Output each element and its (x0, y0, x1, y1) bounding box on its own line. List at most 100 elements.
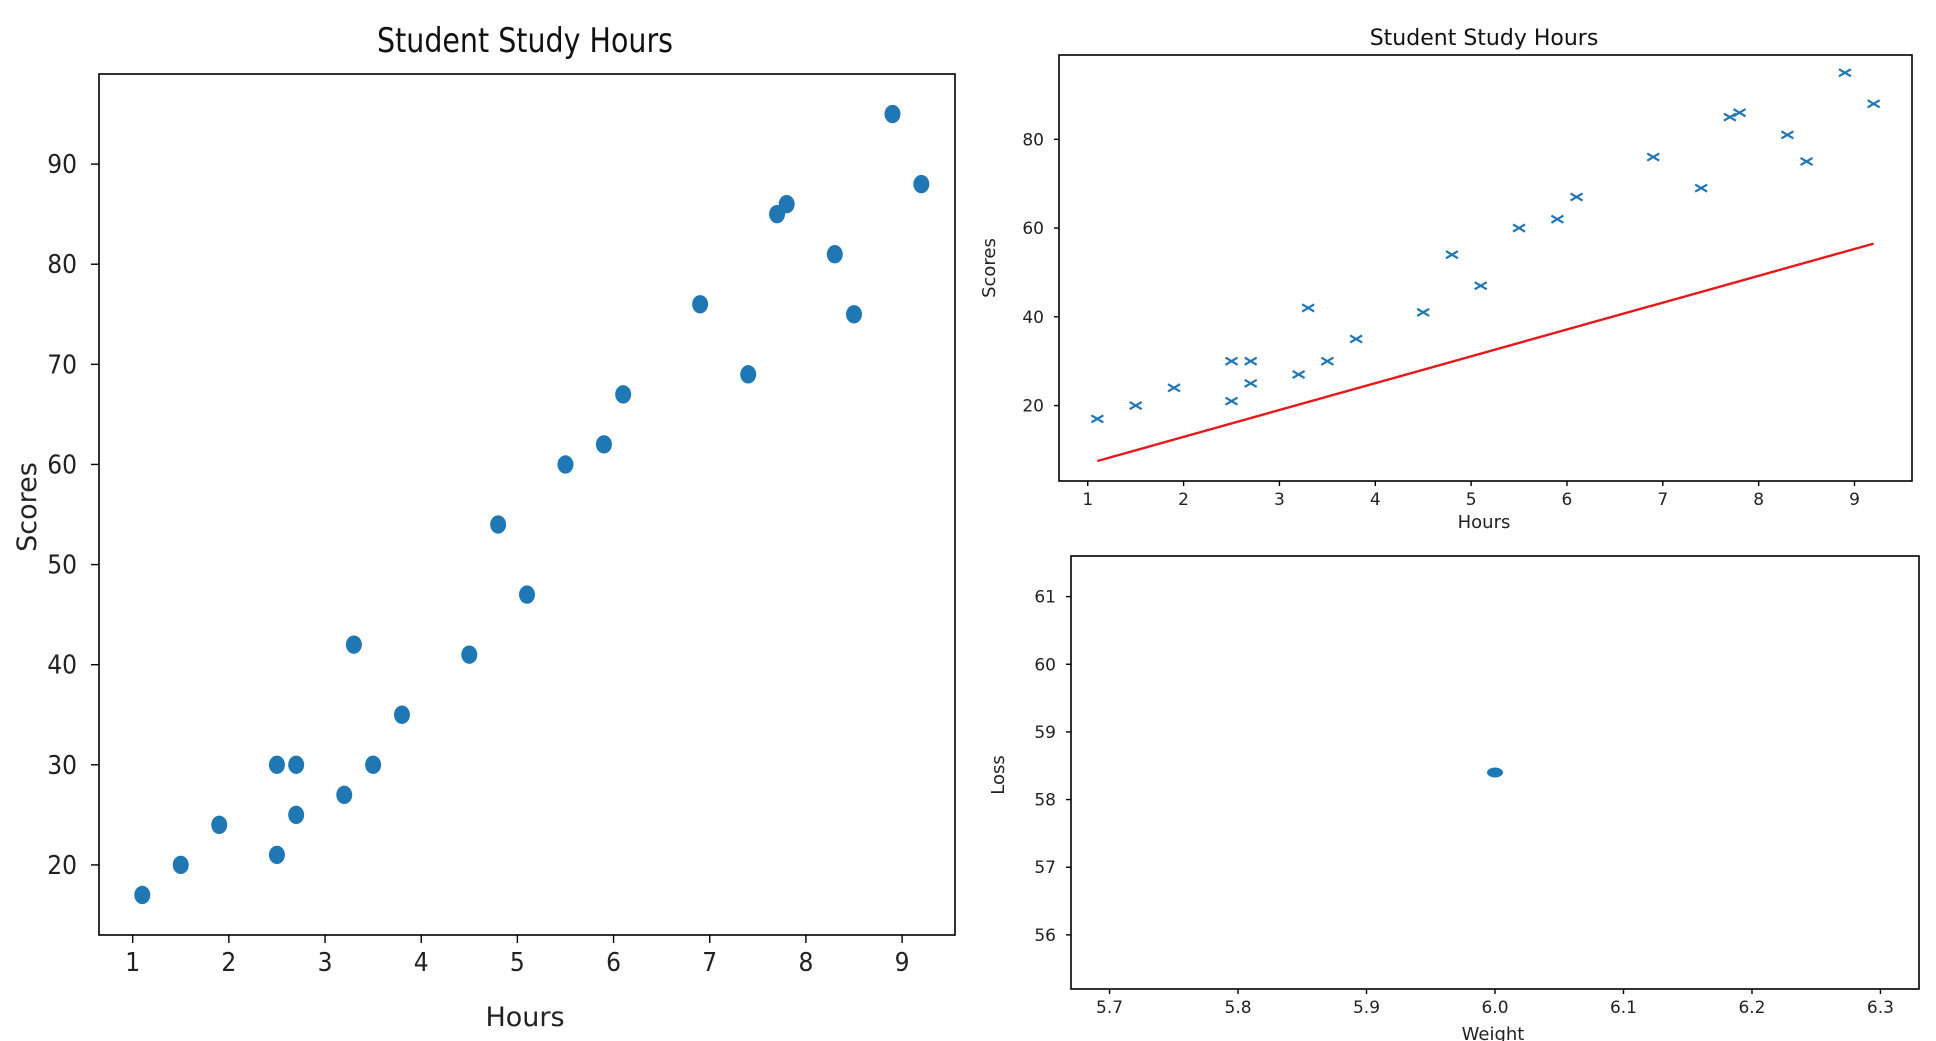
chart-left-point (778, 194, 795, 214)
chart-top-right-point (1224, 396, 1239, 406)
chart-left-point (345, 635, 362, 654)
chart-bottom-right-y-tick-label: 60 (1034, 655, 1056, 675)
chart-left-point (519, 585, 535, 604)
chart-bottom-right-x-label: Weight (1462, 1024, 1525, 1041)
chart-top-right-point (1800, 156, 1814, 167)
chart-top-right-point (1550, 214, 1564, 224)
chart-left-plot-frame (98, 73, 956, 936)
chart-top-right-point (1224, 356, 1239, 366)
chart-left-y-tick-label: 70 (47, 350, 77, 380)
chart-top-right-x-tick-label: 6 (1562, 490, 1573, 510)
chart-bottom-right-y-ticks: 56 57 58 59 60 61 (1034, 588, 1071, 946)
chart-top-right-point (1292, 369, 1306, 380)
chart-left-y-tick-label: 50 (47, 551, 77, 581)
chart-top-right-x-tick-label: 2 (1178, 490, 1189, 510)
chart-top-right-point (1349, 334, 1363, 344)
chart-left-points (134, 104, 930, 905)
chart-left-point (740, 365, 757, 384)
chart-top-right-point (1838, 68, 1852, 78)
chart-top-right-point (1512, 223, 1526, 233)
chart-bottom-right-y-tick-label: 57 (1034, 858, 1056, 878)
chart-bottom-right-x-ticks: 5.7 5.8 5.9 6.0 6.1 6.2 6.3 (1096, 989, 1894, 1018)
chart-top-right-point (1867, 99, 1881, 109)
chart-top-right-y-tick-label: 20 (1022, 397, 1044, 417)
chart-left-x-tick-label: 4 (414, 948, 429, 978)
chart-top-right-point (1090, 414, 1104, 424)
chart-bottom-right-y-tick-label: 61 (1034, 588, 1056, 608)
chart-left-title: Student Study Hours (377, 21, 673, 61)
chart-left-x-tick-label: 5 (510, 948, 525, 978)
chart-top-right-point (1646, 152, 1660, 162)
chart-top-right-plot-frame (1058, 54, 1913, 482)
chart-top-right-x-tick-label: 5 (1466, 490, 1477, 510)
chart-left-point (393, 705, 410, 724)
chart-top-right-point (1780, 130, 1794, 140)
chart-bottom-right-x-tick-label: 5.7 (1096, 998, 1123, 1018)
chart-bottom-right-x-tick-label: 5.9 (1353, 998, 1380, 1018)
chart-top-right-point (1723, 112, 1737, 122)
chart-left-point (134, 885, 151, 905)
chart-bottom-right-scatter: 5.7 5.8 5.9 6.0 6.1 6.2 6.3 56 57 58 59 60 61 Weigh… (988, 555, 1920, 1041)
chart-left-point (172, 855, 189, 875)
chart-bottom-right-point (1487, 767, 1503, 778)
chart-top-right-y-tick-label: 80 (1022, 130, 1044, 150)
chart-left-point (826, 245, 843, 264)
chart-left-y-tick-label: 60 (47, 450, 77, 480)
chart-left-y-tick-label: 80 (47, 250, 77, 280)
chart-left-point (365, 755, 382, 775)
chart-left-point (268, 755, 285, 775)
chart-left-scatter: Student Study Hours 1 2 3 4 5 6 7 8 9 20 30 40 50 60… (12, 21, 956, 1033)
chart-bottom-right-x-tick-label: 6.1 (1610, 998, 1637, 1018)
chart-bottom-right-x-tick-label: 6.0 (1481, 998, 1508, 1018)
chart-bottom-right-y-label: Loss (988, 755, 1009, 794)
chart-top-right-x-label: Hours (1458, 512, 1511, 533)
chart-top-right-point (1320, 356, 1334, 366)
chart-top-right-x-tick-label: 8 (1753, 490, 1764, 510)
chart-top-right-point (1244, 378, 1258, 388)
chart-top-right-point (1569, 192, 1584, 202)
chart-top-right-point (1694, 183, 1708, 193)
chart-left-point (595, 435, 612, 454)
chart-top-right-x-tick-label: 1 (1082, 490, 1093, 510)
chart-top-right-y-tick-label: 60 (1022, 219, 1044, 239)
chart-left-point (913, 174, 930, 194)
chart-top-right-y-tick-label: 40 (1022, 308, 1044, 328)
chart-top-right-x-tick-label: 4 (1370, 490, 1381, 510)
chart-left-y-tick-label: 30 (47, 751, 77, 781)
chart-top-right-title: Student Study Hours (1370, 26, 1599, 51)
chart-left-point (288, 755, 305, 775)
chart-bottom-right-y-tick-label: 58 (1034, 791, 1056, 811)
chart-bottom-right-x-tick-label: 6.2 (1738, 998, 1765, 1018)
chart-left-point (211, 815, 228, 835)
chart-top-right-point (1244, 356, 1258, 366)
chart-left-point (557, 455, 574, 474)
chart-left-x-tick-label: 2 (221, 948, 236, 978)
chart-top-right-point (1129, 401, 1143, 411)
chart-top-right-x-tick-label: 9 (1849, 490, 1860, 510)
chart-top-right-point (1732, 108, 1747, 118)
chart-left-x-tick-label: 7 (702, 948, 717, 978)
chart-left-point (336, 785, 353, 805)
chart-left-y-tick-label: 90 (47, 150, 77, 180)
chart-left-point (884, 104, 901, 124)
chart-left-y-label: Scores (12, 462, 43, 552)
chart-left-x-ticks: 1 2 3 4 5 6 7 8 9 (125, 935, 910, 978)
chart-bottom-right-x-tick-label: 6.3 (1867, 998, 1894, 1018)
chart-left-x-label: Hours (485, 1002, 564, 1033)
chart-top-right-point (1301, 303, 1315, 313)
chart-top-right-point (1416, 307, 1430, 317)
chart-top-right-regression-line-group (1097, 242, 1874, 463)
chart-top-right-x-ticks: 1 2 3 4 5 6 7 8 9 (1082, 481, 1860, 510)
chart-bottom-right-points (1487, 767, 1503, 778)
chart-left-x-tick-label: 3 (318, 948, 333, 978)
chart-bottom-right-y-tick-label: 56 (1034, 926, 1056, 946)
chart-left-y-tick-label: 20 (47, 851, 77, 881)
chart-top-right-point (1445, 250, 1459, 260)
chart-left-point (268, 845, 285, 865)
chart-left-point (490, 515, 507, 534)
chart-left-y-tick-label: 40 (47, 651, 77, 681)
chart-left-x-tick-label: 1 (125, 948, 140, 978)
chart-left-point (615, 385, 632, 404)
chart-left-point (288, 805, 305, 825)
